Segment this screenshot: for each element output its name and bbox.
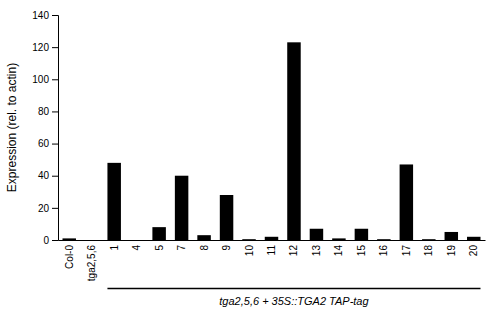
bar [152, 227, 165, 240]
y-tick: 80 [38, 106, 58, 117]
y-tick: 60 [38, 138, 58, 149]
y-tick: 40 [38, 170, 58, 181]
x-tick: 10 [244, 240, 255, 256]
bar [130, 240, 143, 241]
x-tick: 1 [109, 240, 120, 251]
bracket-label: tga2,5,6 + 35S::TGA2 TAP-tag [219, 295, 369, 307]
x-tick: 16 [378, 240, 389, 256]
y-tick: 0 [43, 235, 58, 246]
y-tick: 140 [32, 10, 58, 21]
y-tick-mark [52, 47, 58, 48]
y-tick-label: 40 [38, 170, 50, 181]
y-tick-mark [52, 144, 58, 145]
y-tick-label: 0 [43, 235, 49, 246]
bar [400, 164, 413, 240]
y-tick: 120 [32, 42, 58, 53]
x-axis: Col-0tga2,5,6145789101112131415161718192… [59, 240, 486, 281]
x-tick-label: 8 [199, 245, 210, 251]
bars [62, 42, 480, 240]
x-tick-label: 14 [333, 245, 344, 257]
x-tick-label: 20 [468, 245, 479, 257]
y-tick-mark [52, 15, 58, 16]
x-tick: 8 [199, 240, 210, 251]
y-tick-mark [52, 208, 58, 209]
y-tick-label: 20 [38, 203, 50, 214]
y-tick-mark [52, 176, 58, 177]
chart-svg: 020406080100120140Col-0tga2,5,6145789101… [0, 0, 500, 335]
bar [445, 232, 458, 240]
bar [175, 176, 188, 240]
x-tick-label: 12 [288, 245, 299, 257]
y-tick-label: 140 [32, 10, 49, 21]
bar [85, 240, 98, 241]
x-tick-label: 13 [311, 245, 322, 257]
x-tick-label: 11 [266, 245, 277, 256]
x-tick: tga2,5,6 [86, 240, 97, 281]
y-tick-mark [52, 79, 58, 80]
y-tick-mark [52, 111, 58, 112]
y-axis: 0 20 40 60 80 100 120 140 [32, 10, 58, 246]
y-tick-label: 60 [38, 138, 50, 149]
x-tick: 19 [446, 240, 457, 256]
y-tick-label: 120 [32, 42, 49, 53]
x-tick: 13 [311, 240, 322, 256]
bar [332, 238, 345, 240]
bar [355, 229, 368, 240]
x-tick: 14 [333, 240, 344, 256]
x-tick-label: 18 [423, 245, 434, 257]
bar [62, 238, 75, 240]
x-tick-label: 7 [176, 245, 187, 251]
x-tick: 17 [401, 240, 412, 256]
y-tick-label: 80 [38, 106, 50, 117]
x-tick: 9 [221, 240, 232, 251]
bar [377, 239, 390, 240]
x-tick-label: 19 [446, 245, 457, 257]
bar [265, 237, 278, 240]
x-tick-label: 17 [401, 245, 412, 257]
bracket [107, 288, 480, 290]
x-tick: 7 [176, 240, 187, 251]
x-tick-label: 16 [378, 245, 389, 257]
x-tick-label: 1 [109, 245, 120, 251]
x-tick: 20 [468, 240, 479, 256]
x-tick-label: 9 [221, 245, 232, 251]
bar [467, 237, 480, 240]
bar [197, 235, 210, 240]
x-tick-label: tga2,5,6 [86, 245, 97, 282]
x-tick-label: Col-0 [64, 245, 75, 269]
bar [242, 239, 255, 240]
y-tick-label: 100 [32, 74, 49, 85]
x-tick-label: 4 [131, 245, 142, 251]
y-tick-mark [52, 240, 58, 241]
x-axis-line [59, 240, 486, 241]
chart-container: 020406080100120140Col-0tga2,5,6145789101… [0, 0, 500, 335]
x-tick: Col-0 [64, 240, 75, 269]
x-tick: 18 [423, 240, 434, 256]
y-axis-line [52, 16, 59, 241]
plot-area: 020406080100120140Col-0tga2,5,6145789101… [5, 10, 486, 307]
x-tick-label: 15 [356, 245, 367, 257]
y-tick: 100 [32, 74, 58, 85]
bar [287, 42, 300, 240]
x-tick: 12 [288, 240, 299, 256]
x-tick: 11 [266, 240, 277, 255]
bar [220, 195, 233, 240]
x-tick-label: 5 [154, 245, 165, 251]
x-tick: 15 [356, 240, 367, 256]
x-tick: 4 [131, 240, 142, 251]
bar [422, 239, 435, 240]
x-tick-label: 10 [244, 245, 255, 257]
bar [107, 163, 120, 240]
y-axis-title: Expression (rel. to actin) [5, 63, 19, 192]
x-tick: 5 [154, 240, 165, 251]
y-tick: 20 [38, 203, 58, 214]
bar [310, 229, 323, 240]
